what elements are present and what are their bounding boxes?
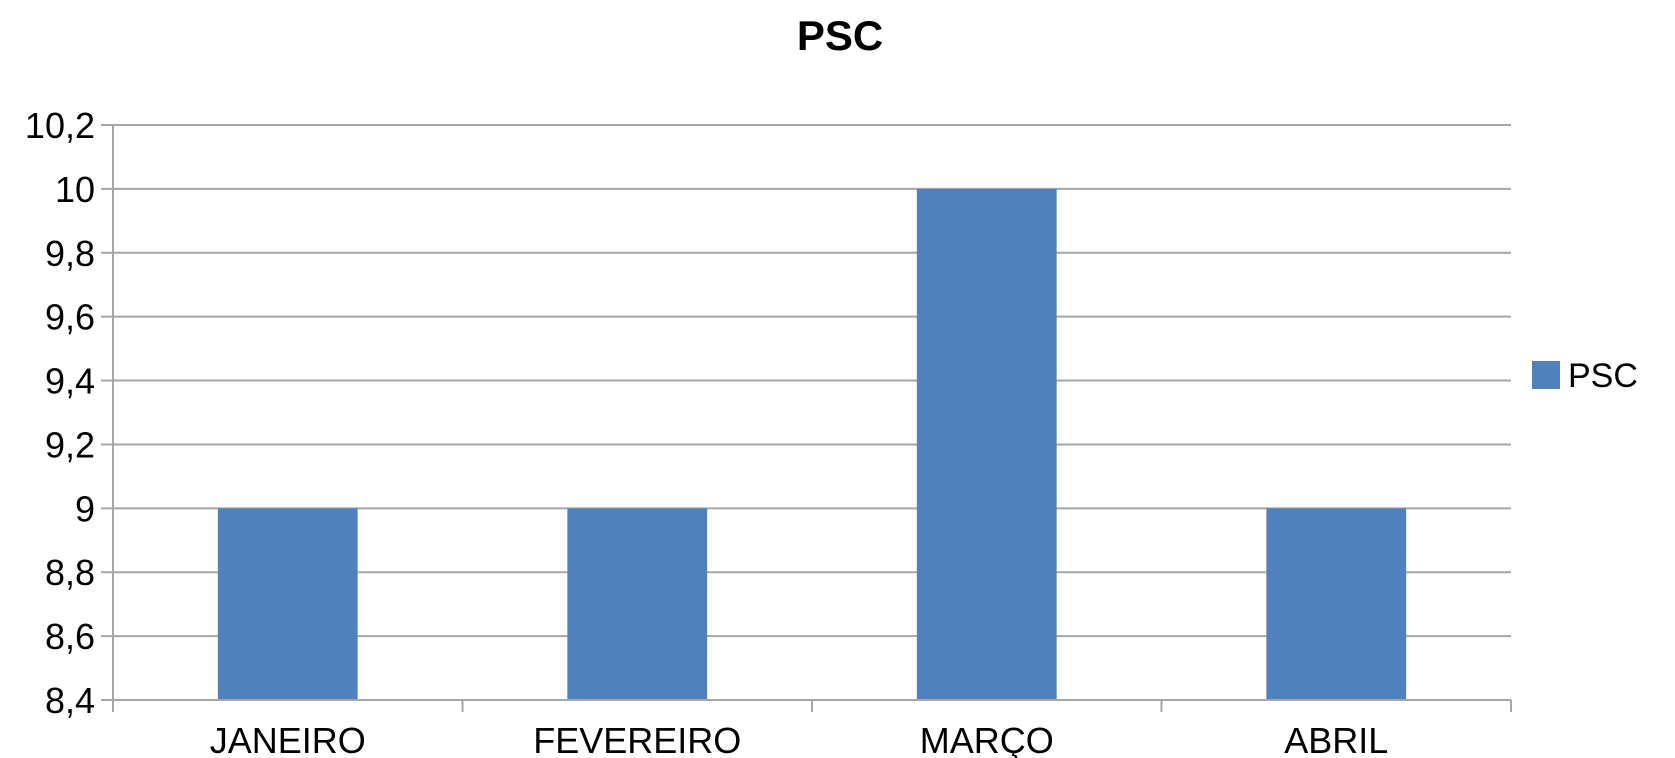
chart-title: PSC — [797, 12, 883, 59]
y-tick-label: 9,2 — [45, 424, 95, 465]
x-tick-label: MARÇO — [920, 720, 1054, 758]
y-tick-label: 10 — [55, 169, 95, 210]
y-tick-label: 8,4 — [45, 680, 95, 721]
y-tick-label: 9,8 — [45, 233, 95, 274]
bar — [217, 508, 358, 700]
bar — [567, 508, 708, 700]
y-tick-label: 9 — [75, 488, 95, 529]
x-tick-labels: JANEIRO FEVEREIRO MARÇO ABRIL — [210, 720, 1389, 758]
axes — [101, 124, 1512, 712]
x-tick-label: FEVEREIRO — [533, 720, 741, 758]
y-tick-label: 8,6 — [45, 616, 95, 657]
bar — [1266, 508, 1407, 700]
x-tick-label: ABRIL — [1284, 720, 1388, 758]
y-tick-labels: 8,4 8,6 8,8 9 9,2 9,4 9,6 9,8 10 10,2 — [25, 105, 95, 721]
x-tick-label: JANEIRO — [210, 720, 366, 758]
y-tick-label: 10,2 — [25, 105, 95, 146]
y-tick-label: 9,4 — [45, 361, 95, 402]
legend-label: PSC — [1568, 357, 1638, 395]
y-tick-label: 8,8 — [45, 552, 95, 593]
bar — [916, 188, 1057, 700]
legend-swatch — [1532, 361, 1560, 389]
bars — [217, 188, 1407, 700]
legend: PSC — [1532, 357, 1638, 395]
y-tick-label: 9,6 — [45, 297, 95, 338]
